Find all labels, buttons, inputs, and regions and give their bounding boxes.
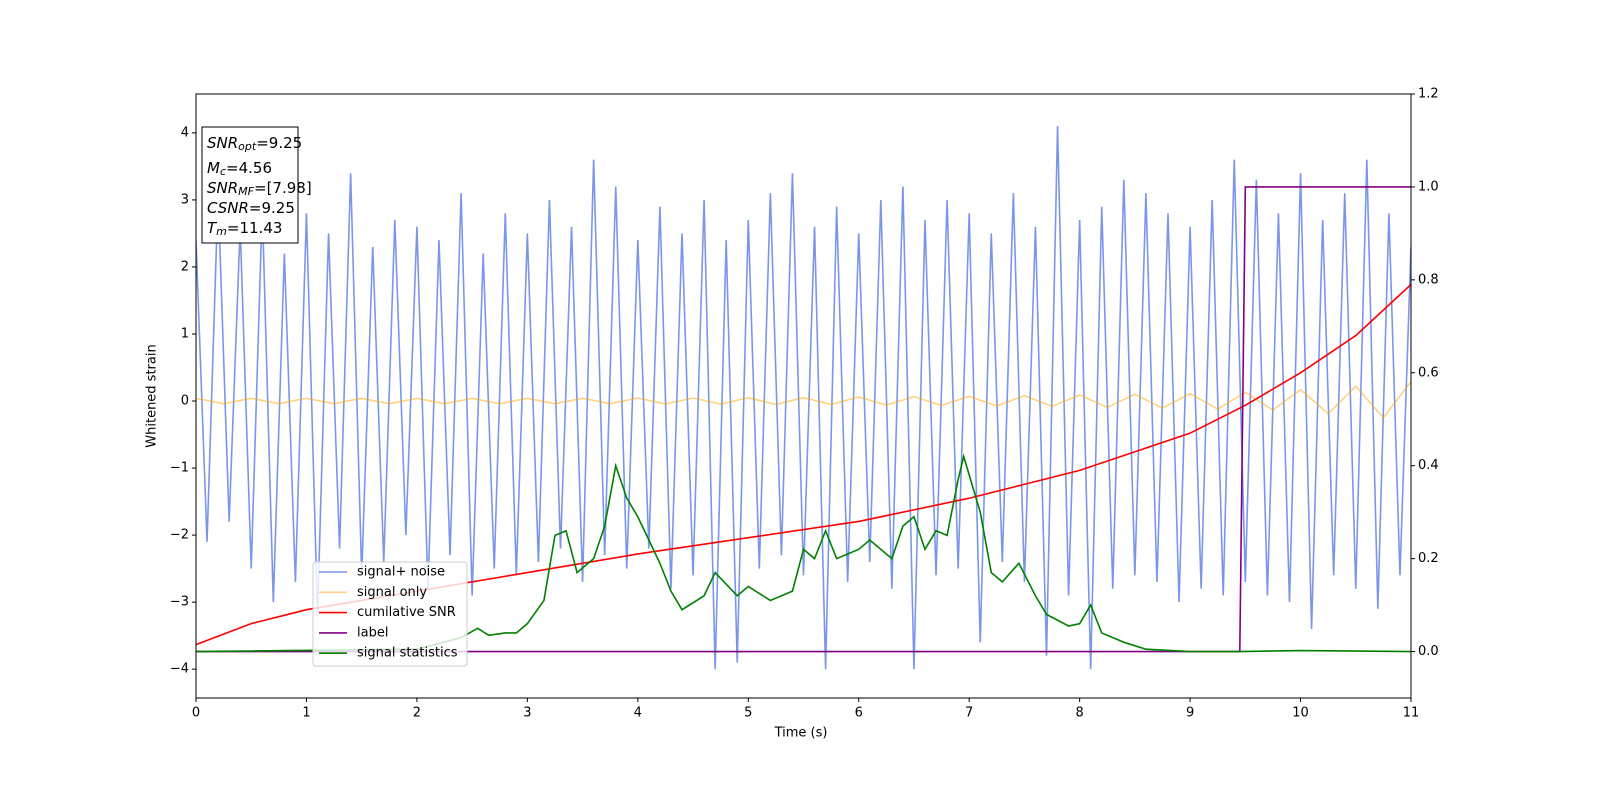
- y-tick-label: −1: [170, 461, 189, 476]
- y2-tick-label: 0.0: [1418, 644, 1439, 659]
- series-line: [196, 381, 1411, 420]
- annotation-text: T: [207, 219, 218, 237]
- legend-label: label: [357, 625, 388, 640]
- x-tick-label: 9: [1186, 706, 1194, 721]
- series-line: [196, 126, 1411, 670]
- annotation: SNRMF=[7.98]: [207, 179, 312, 199]
- annotation: Tm=11.43: [207, 219, 282, 239]
- x-tick-label: 0: [192, 706, 200, 721]
- y-tick-label: −3: [170, 595, 189, 610]
- y-tick-label: −2: [170, 528, 189, 543]
- annotation: Mc=4.56: [207, 159, 272, 179]
- x-tick-label: 8: [1075, 706, 1083, 721]
- legend: signal+ noise signal only cumilative SNR la…: [312, 561, 468, 667]
- x-tick-label: 1: [302, 706, 310, 721]
- legend-label: signal only: [357, 585, 427, 600]
- x-tick-label: 2: [413, 706, 421, 721]
- y-axis-label: Whitened strain: [145, 344, 160, 447]
- annotation-rest: =11.43: [227, 219, 283, 237]
- annotation-rest: =9.25: [249, 199, 295, 217]
- y2-tick-label: 1.2: [1418, 87, 1439, 102]
- y2-tick-label: 0.4: [1418, 458, 1439, 473]
- x-tick-label: 10: [1292, 706, 1309, 721]
- y2-tick-label: 1.0: [1418, 179, 1439, 194]
- x-tick-label: 3: [523, 706, 531, 721]
- annotation-sub: MF: [238, 185, 254, 198]
- x-tick-label: 11: [1403, 706, 1420, 721]
- legend-frame: [312, 561, 468, 667]
- x-axis-label: Time (s): [774, 726, 828, 741]
- x-tick-label: 5: [744, 706, 752, 721]
- y-tick-label: 2: [181, 259, 189, 274]
- annotation: SNRopt=9.25: [207, 134, 302, 154]
- annotation-text: CSNR: [207, 199, 249, 217]
- x-tick-label: 6: [855, 706, 863, 721]
- annotation-text: SNR: [207, 134, 238, 152]
- x-tick-label: 4: [634, 706, 642, 721]
- annotation: CSNR=9.25: [207, 199, 295, 217]
- annotation-text: M: [207, 159, 220, 177]
- x-tick-label: 7: [965, 706, 973, 721]
- y-tick-label: 3: [181, 192, 189, 207]
- annotation-rest: =[7.98]: [254, 179, 312, 197]
- series-line: [196, 453, 1411, 653]
- y-tick-label: 4: [181, 125, 189, 140]
- annotation-rest: =9.25: [256, 134, 302, 152]
- legend-label: signal statistics: [357, 646, 458, 661]
- y2-tick-label: 0.2: [1418, 551, 1439, 566]
- series-line: [196, 186, 1411, 653]
- y-tick-label: −4: [170, 662, 189, 677]
- annotation-sub: c: [220, 165, 226, 178]
- annotation-rest: =4.56: [226, 159, 272, 177]
- annotation-text: SNR: [207, 179, 238, 197]
- y-tick-label: 0: [181, 394, 189, 409]
- annotation-sub: m: [216, 225, 227, 238]
- legend-label: cumilative SNR: [357, 605, 456, 620]
- plot-frame: [195, 93, 1412, 699]
- annotation-frame: [201, 126, 299, 244]
- y-tick-label: 1: [181, 326, 189, 341]
- y2-tick-label: 0.8: [1418, 272, 1439, 287]
- y2-tick-label: 0.6: [1418, 365, 1439, 380]
- legend-label: signal+ noise: [357, 565, 445, 580]
- annotation-box: SNRopt=9.25Mc=4.56SNRMF=[7.98]CSNR=9.25T…: [201, 126, 312, 244]
- annotation-sub: opt: [238, 140, 257, 153]
